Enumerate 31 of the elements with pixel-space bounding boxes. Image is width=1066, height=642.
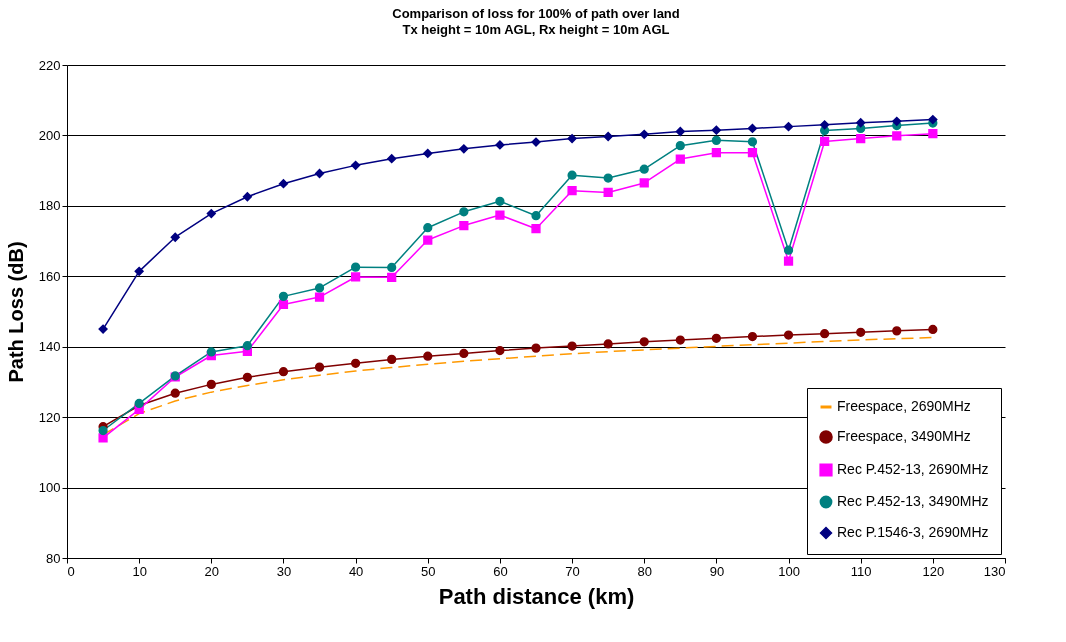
- x-tick-label: 40: [348, 563, 364, 579]
- x-tick-label: 100: [778, 563, 800, 579]
- y-tick-label: 140: [38, 339, 61, 355]
- y-tick-label: 80: [46, 550, 61, 566]
- x-tick-label: 60: [493, 563, 508, 579]
- x-tick-label: 10: [132, 563, 147, 579]
- legend-label: Rec P.452-13, 3490MHz: [837, 493, 989, 509]
- x-tick-label: 130: [983, 563, 1006, 579]
- y-tick-label: 100: [38, 480, 61, 496]
- legend-label: Rec P.452-13, 2690MHz: [837, 461, 989, 477]
- legend-label: Rec P.1546-3, 2690MHz: [837, 524, 989, 540]
- x-tick-label: 20: [204, 563, 220, 579]
- x-tick-label: 80: [637, 563, 652, 579]
- x-axis-title: Path distance (km): [438, 583, 635, 609]
- x-tick-label: 70: [565, 563, 580, 579]
- y-tick-label: 160: [38, 268, 61, 284]
- legend-label: Freespace, 2690MHz: [837, 398, 971, 414]
- y-tick-label: 220: [38, 57, 61, 73]
- legend-label: Freespace, 3490MHz: [837, 428, 971, 444]
- y-axis-title: Path Loss (dB): [4, 241, 27, 383]
- x-tick-label: 110: [850, 563, 872, 579]
- y-tick-label: 180: [38, 198, 61, 214]
- x-tick-label: 120: [922, 563, 945, 579]
- x-tick-label: 30: [276, 563, 292, 579]
- y-tick-label: 200: [38, 127, 61, 143]
- chart-title: Comparison of loss for 100% of path over land: [392, 6, 680, 21]
- x-tick-label: 50: [421, 563, 436, 579]
- chart-subtitle: Tx height = 10m AGL, Rx height = 10m AGL: [402, 22, 670, 37]
- x-tick-label: 0: [67, 563, 75, 579]
- x-tick-label: 90: [709, 563, 725, 579]
- y-tick-label: 120: [38, 409, 61, 425]
